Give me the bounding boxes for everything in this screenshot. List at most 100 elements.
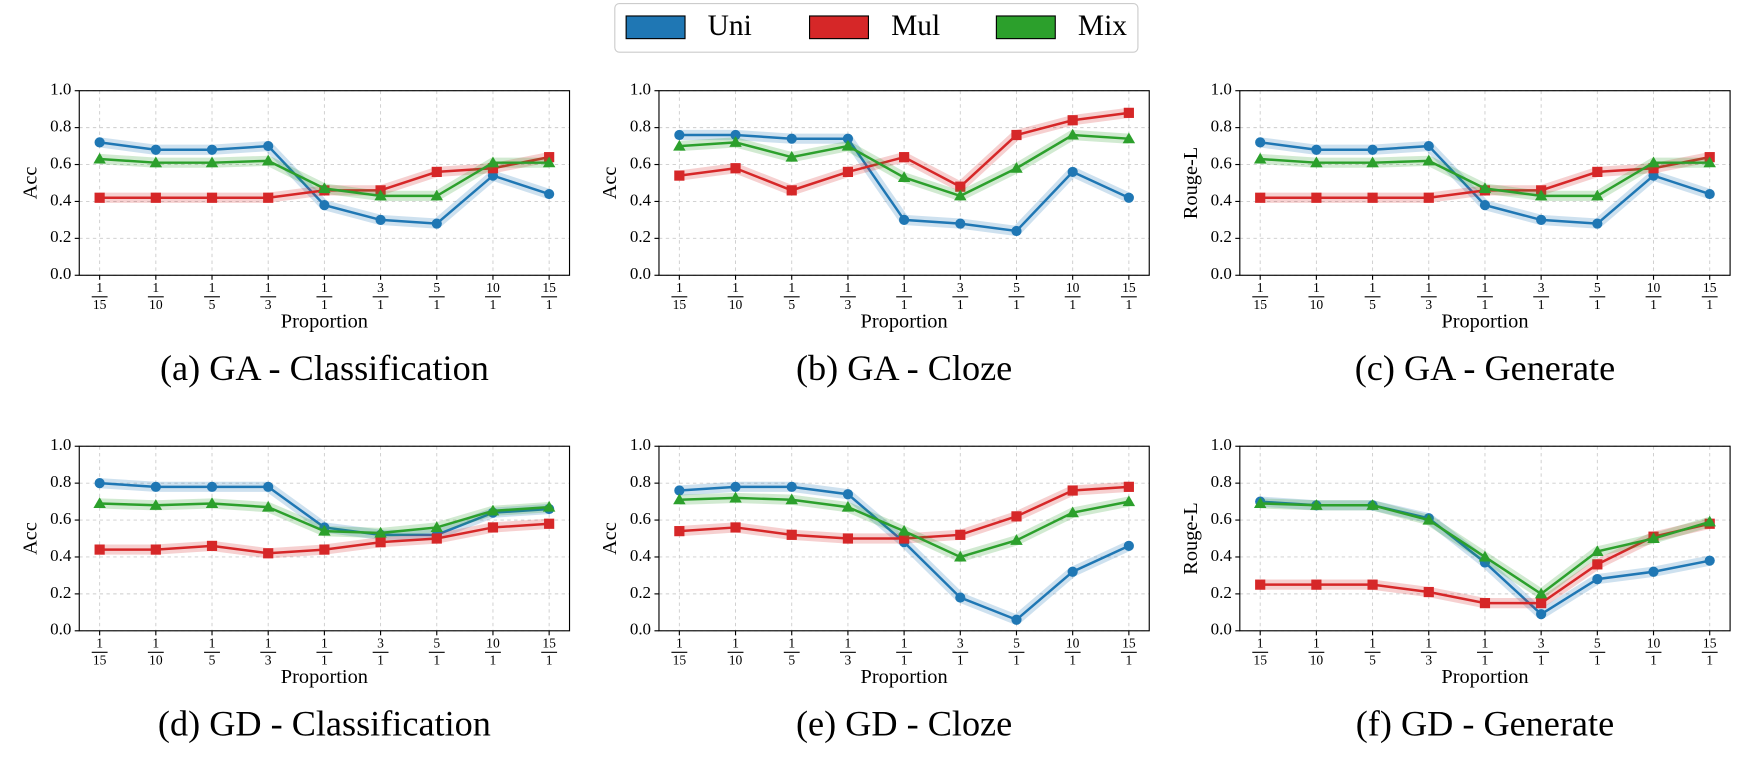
x-tick-denominator: 15 [93,652,107,667]
x-tick-numerator: 1 [96,280,103,295]
series-line [679,485,1130,622]
y-tick-label: 1.0 [1211,435,1232,454]
marker [842,533,854,544]
x-tick-denominator: 1 [490,652,497,667]
marker [786,185,797,196]
x-tick-denominator: 1 [377,297,384,312]
x-tick-denominator: 1 [1538,297,1545,312]
marker [1311,144,1322,155]
marker [318,524,331,536]
x-tick-numerator: 1 [1425,280,1432,295]
x-tick-denominator: 5 [788,297,795,312]
y-tick-label: 0.8 [1211,472,1232,491]
x-axis-label: Proportion [861,666,948,688]
y-tick-label: 0.2 [630,583,651,602]
marker [1536,214,1547,225]
x-tick-denominator: 1 [1482,652,1489,667]
y-tick-label: 0.4 [1211,190,1233,209]
x-tick-numerator: 1 [265,635,272,650]
chart-title: (d) GD - Classification [158,703,491,743]
marker [785,150,798,162]
marker [149,499,163,510]
y-tick-label: 0.4 [50,190,72,209]
marker [1010,534,1023,545]
x-tick-numerator: 10 [1647,280,1661,295]
x-tick-denominator: 1 [1069,652,1076,667]
marker [674,170,685,181]
marker [1478,550,1492,562]
marker [1703,156,1716,168]
x-tick-numerator: 5 [1013,280,1020,295]
y-axis-label: Acc [19,522,41,555]
x-tick-numerator: 1 [1482,280,1489,295]
y-tick-label: 0.6 [1211,509,1232,528]
x-tick-denominator: 3 [265,297,272,312]
marker [674,485,685,496]
y-axis-label: Acc [19,167,41,200]
marker [263,192,274,203]
marker [430,521,443,532]
x-tick-denominator: 1 [1069,297,1076,312]
y-tick-label: 0.4 [50,546,72,565]
marker [899,152,910,163]
y-tick-label: 0.6 [50,509,71,528]
x-tick-numerator: 1 [209,280,216,295]
x-tick-numerator: 10 [1066,635,1080,650]
marker [1122,132,1136,144]
marker [1422,513,1435,525]
marker [954,550,967,562]
x-tick-denominator: 1 [1650,297,1657,312]
y-tick-label: 0.6 [50,153,71,172]
marker [729,136,742,147]
marker [261,154,275,166]
x-tick-denominator: 10 [1310,297,1324,312]
marker [1422,154,1435,166]
marker [150,481,161,492]
marker [1011,511,1022,522]
x-tick-denominator: 1 [321,652,328,667]
x-tick-numerator: 3 [377,635,384,650]
marker [206,481,218,492]
marker [263,548,274,559]
x-tick-numerator: 1 [209,635,216,650]
marker [673,139,686,151]
x-tick-denominator: 5 [209,652,216,667]
x-tick-numerator: 1 [1313,635,1320,650]
marker [1011,225,1022,237]
marker [1648,163,1659,174]
marker [1592,218,1603,229]
marker [486,504,500,516]
y-tick-label: 0.0 [630,264,651,283]
x-tick-numerator: 1 [732,280,739,295]
marker [374,526,387,538]
y-tick-label: 1.0 [1211,80,1232,99]
marker [487,163,499,174]
plot-frame [1239,445,1731,632]
marker [94,544,105,555]
x-tick-numerator: 1 [152,635,159,650]
y-tick-label: 0.2 [1211,227,1232,246]
chart-title: (b) GA - Cloze [796,348,1012,388]
marker [730,163,741,174]
marker [674,129,685,141]
marker [1066,506,1079,518]
x-tick-numerator: 1 [1369,635,1376,650]
x-tick-denominator: 3 [265,652,272,667]
y-tick-label: 1.0 [630,80,651,99]
x-tick-numerator: 15 [542,635,556,650]
marker [1310,156,1323,168]
x-tick-numerator: 1 [901,635,908,650]
x-tick-denominator: 5 [1369,297,1376,312]
marker [1536,598,1547,609]
marker [431,218,442,229]
marker [1011,129,1022,141]
marker [842,489,854,500]
marker [93,152,106,164]
y-tick-label: 1.0 [630,435,651,454]
y-tick-label: 0.8 [50,117,71,136]
marker [1123,192,1134,203]
x-tick-numerator: 10 [1647,635,1661,650]
marker [1704,555,1715,566]
marker [899,533,910,544]
marker [206,540,218,551]
